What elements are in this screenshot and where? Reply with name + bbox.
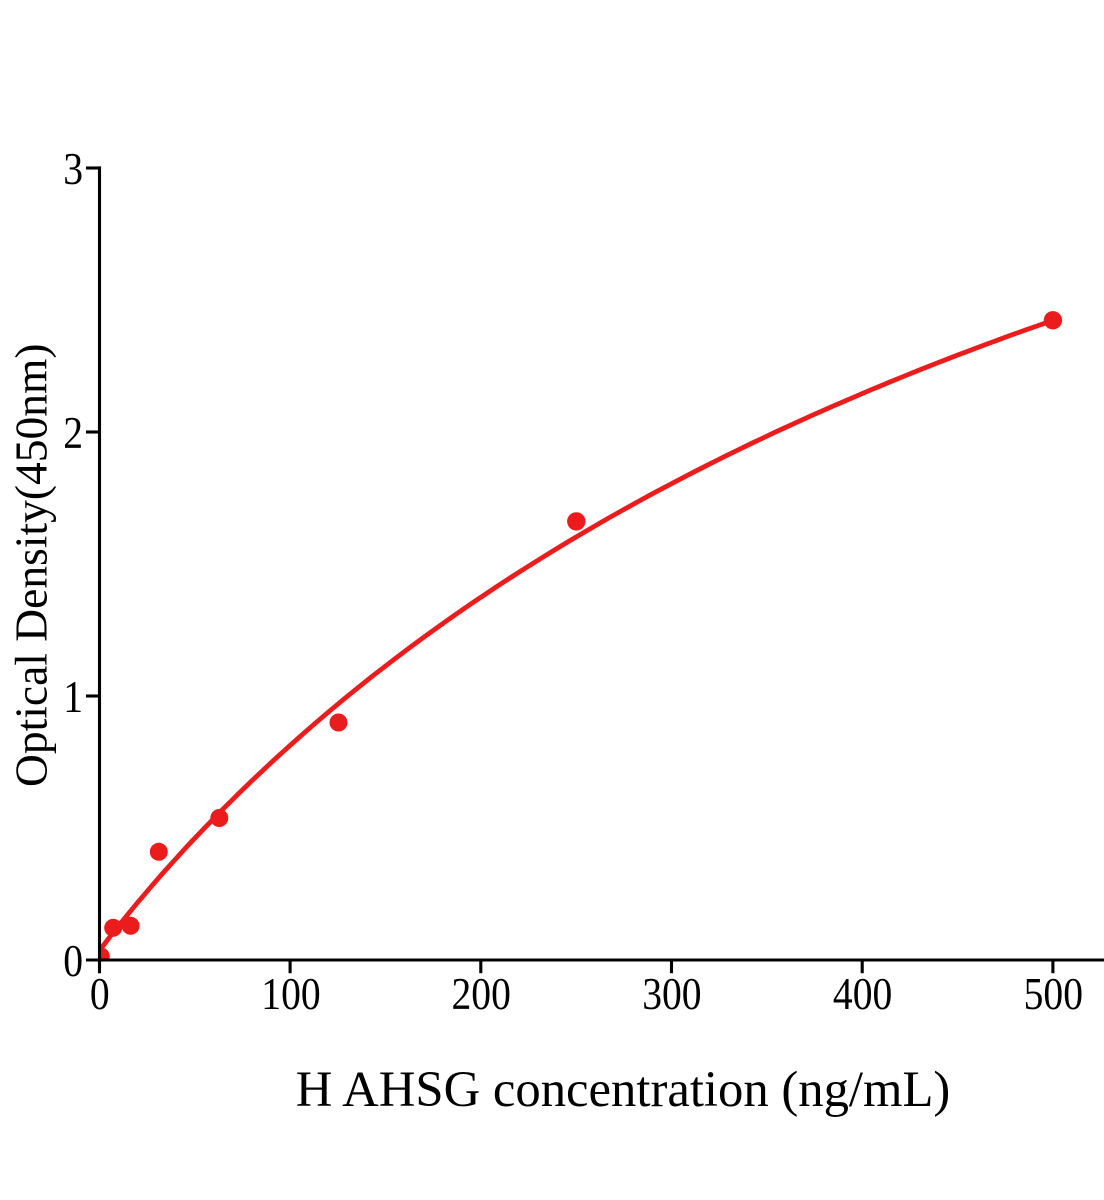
svg-text:0: 0 — [63, 937, 83, 987]
svg-text:H AHSG concentration (ng/mL): H AHSG concentration (ng/mL) — [296, 1061, 951, 1117]
svg-text:0: 0 — [90, 970, 110, 1020]
svg-text:500: 500 — [1024, 970, 1083, 1020]
svg-text:100: 100 — [261, 970, 320, 1020]
svg-text:Optical Density(450nm): Optical Density(450nm) — [6, 343, 57, 787]
svg-text:300: 300 — [642, 970, 701, 1020]
svg-text:3: 3 — [63, 145, 83, 195]
svg-text:400: 400 — [833, 970, 892, 1020]
svg-text:2: 2 — [63, 409, 83, 459]
svg-text:200: 200 — [452, 970, 511, 1020]
svg-text:1: 1 — [63, 673, 83, 723]
